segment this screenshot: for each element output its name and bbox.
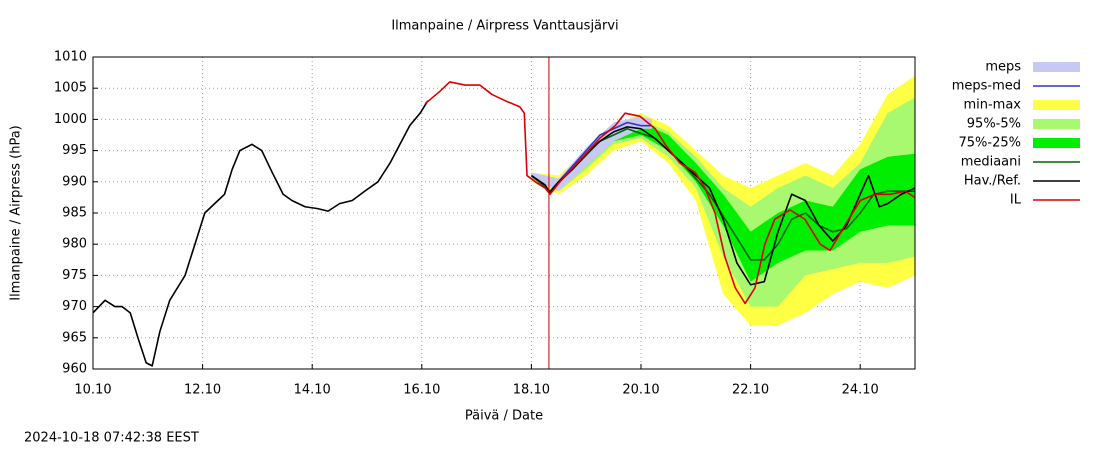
timestamp: 2024-10-18 07:42:38 EEST xyxy=(24,431,199,446)
chart-title: Ilmanpaine / Airpress Vanttausjärvi xyxy=(391,19,618,34)
legend-label: IL xyxy=(1010,193,1022,208)
x-tick-label: 20.10 xyxy=(622,383,659,398)
x-tick-label: 18.10 xyxy=(513,383,550,398)
x-tick-label: 24.10 xyxy=(842,383,879,398)
y-tick-label: 960 xyxy=(62,362,87,377)
plot-frame xyxy=(92,56,916,370)
x-axis-label: Päivä / Date xyxy=(465,409,543,424)
x-tick-label: 10.10 xyxy=(74,383,111,398)
legend-label: min-max xyxy=(963,98,1021,113)
y-tick-label: 1005 xyxy=(54,81,87,96)
y-tick-label: 965 xyxy=(62,330,87,345)
legend-label: 75%-25% xyxy=(959,136,1021,151)
x-tick-label: 12.10 xyxy=(184,383,221,398)
y-tick-label: 970 xyxy=(62,299,87,314)
series-line xyxy=(424,81,916,305)
legend-swatch xyxy=(1033,119,1080,129)
legend-swatch xyxy=(1033,100,1080,110)
legend-label: Hav./Ref. xyxy=(964,174,1021,189)
legend-label: meps xyxy=(985,60,1021,75)
legend-label: mediaani xyxy=(961,155,1021,170)
series-line xyxy=(530,127,915,261)
x-tick-label: 16.10 xyxy=(403,383,440,398)
y-tick-label: 1010 xyxy=(54,50,87,65)
x-tick-label: 14.10 xyxy=(294,383,331,398)
y-tick-label: 985 xyxy=(62,206,87,221)
legend-swatch xyxy=(1033,138,1080,148)
legend-label: meps-med xyxy=(952,79,1021,94)
y-tick-label: 1000 xyxy=(54,112,87,127)
y-tick-label: 990 xyxy=(62,174,87,189)
y-tick-label: 975 xyxy=(62,268,87,283)
legend-label: 95%-5% xyxy=(967,117,1021,132)
y-tick-label: 980 xyxy=(62,237,87,252)
y-axis-label: Ilmanpaine / Airpress (hPa) xyxy=(9,125,24,300)
x-tick-label: 22.10 xyxy=(732,383,769,398)
y-tick-label: 995 xyxy=(62,143,87,158)
band xyxy=(531,116,652,192)
legend-swatch xyxy=(1033,62,1080,72)
